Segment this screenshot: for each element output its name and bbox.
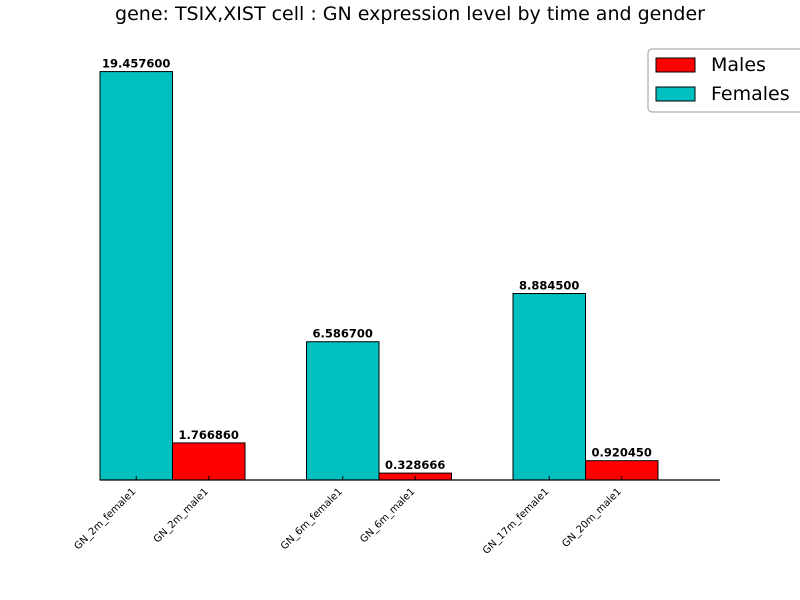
bar-value-label: 0.920450 — [592, 446, 652, 460]
bar-gn-2m-female1 — [99, 71, 173, 481]
legend-label-females: Females — [711, 83, 790, 105]
x-tick-label: GN_2m_male1 — [152, 486, 211, 545]
bar-value-label: 19.457600 — [102, 57, 170, 71]
bar-gn-6m-female1 — [306, 341, 380, 481]
legend: Males Females — [647, 48, 800, 113]
legend-swatch-females — [655, 86, 696, 102]
bar-value-label: 0.328666 — [385, 458, 445, 472]
legend-label-males: Males — [711, 54, 766, 76]
x-tick-label: GN_2m_female1 — [72, 486, 138, 552]
bar-gn-17m-female1 — [512, 293, 586, 481]
x-tick-label: GN_6m_male1 — [358, 486, 417, 545]
bars-layer — [99, 71, 659, 481]
x-tick-label: GN_20m_male1 — [560, 486, 624, 550]
legend-swatch-males — [655, 57, 696, 73]
bar-value-label: 8.884500 — [519, 279, 579, 293]
value-labels-layer: 19.457600 1.766860 6.586700 0.328666 8.88450… — [102, 57, 652, 473]
chart-title: gene: TSIX,XIST cell : GN expression lev… — [115, 3, 705, 25]
x-tick-label: GN_17m_female1 — [481, 486, 551, 556]
x-tick-label: GN_6m_female1 — [279, 486, 345, 552]
bar-gn-2m-male1 — [172, 442, 246, 481]
bar-value-label: 1.766860 — [179, 428, 239, 442]
x-axis: GN_2m_female1 GN_2m_male1 GN_6m_female1 GN_… — [72, 476, 720, 557]
bar-value-label: 6.586700 — [313, 327, 373, 341]
